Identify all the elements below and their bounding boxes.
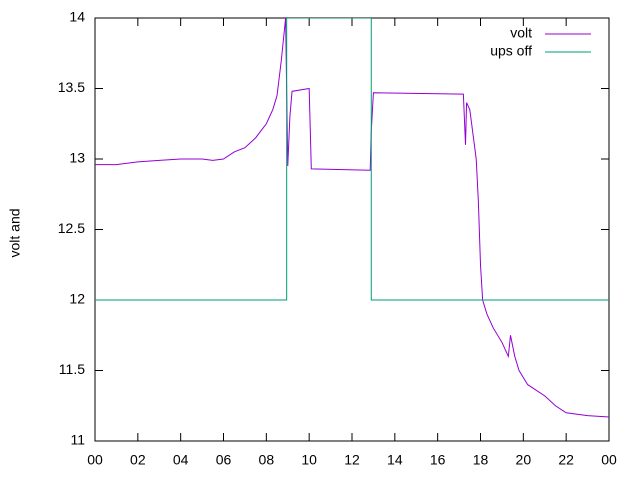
x-tick-label: 22 (558, 452, 574, 468)
x-tick-label: 12 (344, 452, 360, 468)
x-tick-label: 14 (387, 452, 403, 468)
series-line (95, 18, 609, 418)
x-tick-label: 20 (516, 452, 532, 468)
x-tick-label: 16 (430, 452, 446, 468)
x-tick-label: 02 (130, 452, 146, 468)
y-tick-label: 11 (70, 432, 85, 448)
y-tick-label: 13.5 (58, 79, 85, 95)
y-tick-label: 14 (69, 9, 85, 25)
y-tick-label: 12.5 (58, 220, 85, 236)
plot-border (94, 17, 610, 442)
x-tick-label: 04 (173, 452, 189, 468)
x-tick-label: 08 (259, 452, 275, 468)
y-tick-label: 11.5 (59, 361, 85, 377)
y-tick-label: 13 (69, 150, 85, 166)
x-tick-label: 18 (473, 452, 489, 468)
x-tick-label: 06 (216, 452, 232, 468)
x-tick-label: 10 (301, 452, 317, 468)
series-line (95, 18, 609, 301)
y-axis-label: volt and (7, 208, 23, 257)
legend-label: ups off (490, 43, 532, 59)
legend-label: volt (510, 25, 532, 41)
y-tick-label: 12 (69, 291, 85, 307)
x-tick-label: 00 (87, 452, 103, 468)
x-tick-label: 00 (601, 452, 617, 468)
